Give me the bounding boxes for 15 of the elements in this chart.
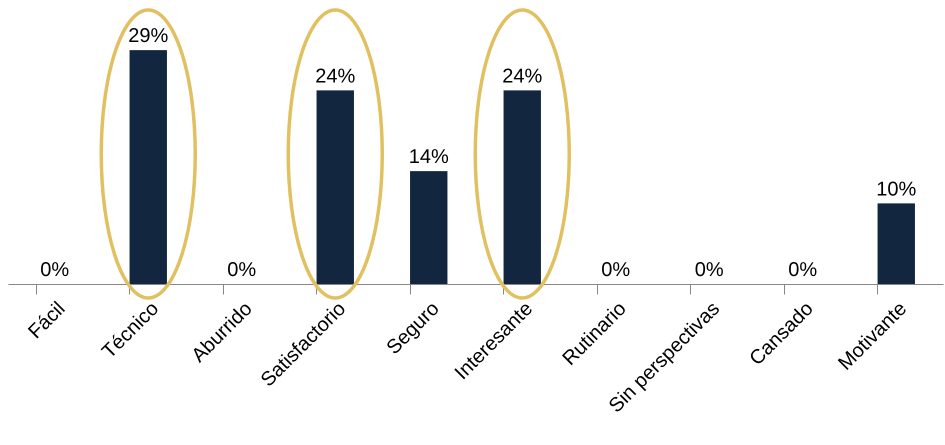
data-label: 14% (408, 146, 449, 168)
bar (316, 90, 354, 284)
data-label: 24% (315, 65, 356, 88)
bar (878, 203, 915, 284)
data-label: 0% (601, 259, 630, 281)
bar (410, 171, 448, 284)
bar (504, 90, 541, 284)
data-label: 0% (788, 259, 818, 281)
data-label: 0% (227, 259, 256, 281)
data-label: 0% (694, 259, 724, 281)
data-label: 24% (502, 65, 542, 88)
data-label: 0% (40, 259, 70, 281)
data-label: 29% (128, 25, 168, 48)
data-label: 10% (876, 178, 916, 200)
bar (130, 50, 167, 284)
